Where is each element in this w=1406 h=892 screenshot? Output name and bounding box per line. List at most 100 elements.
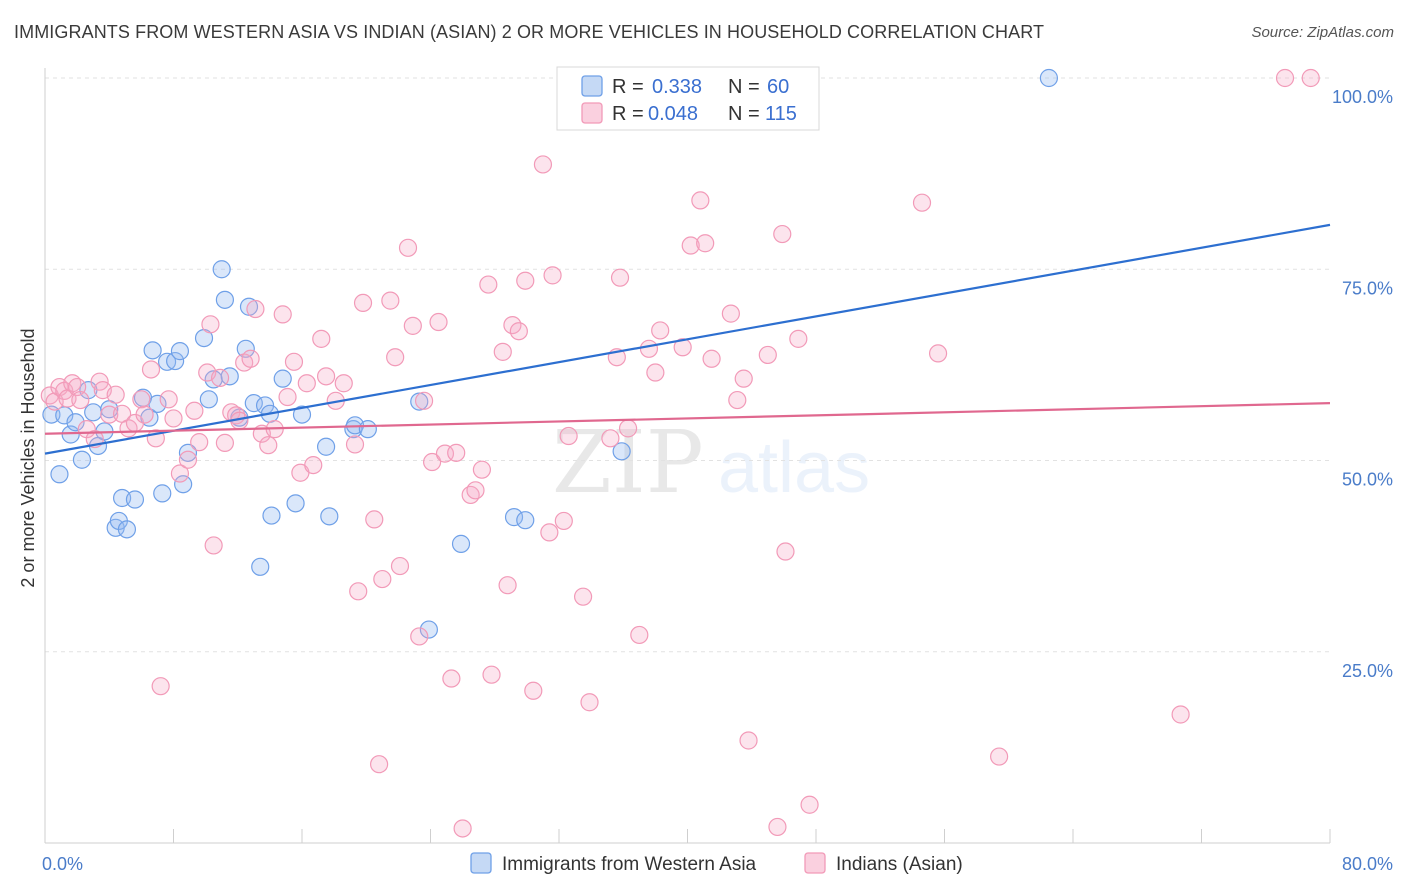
point-indian-114: [990, 747, 1009, 766]
point-indian-108: [773, 224, 792, 244]
point-indian-57: [373, 569, 392, 589]
point-western-asia-36: [251, 557, 270, 576]
y-tick-label: 25.0%: [1342, 661, 1393, 681]
point-indian-21: [151, 677, 170, 696]
point-indian-62: [403, 316, 422, 335]
point-western-asia-30: [215, 290, 234, 309]
point-indian-48: [312, 329, 331, 348]
point-indian-101: [702, 349, 721, 368]
point-indian-32: [215, 433, 234, 453]
stats-legend: R = 0.338 N = 60 R = 0.048 N = 115: [556, 66, 820, 131]
point-indian-51: [334, 374, 353, 393]
point-indian-107: [768, 817, 787, 837]
point-western-asia-42: [292, 405, 312, 424]
series-legend: Immigrants from Western Asia Indians (As…: [470, 852, 963, 875]
point-indian-79: [509, 322, 528, 341]
trend-lines: [44, 223, 1331, 455]
point-indian-66: [429, 312, 448, 332]
point-indian-53: [349, 582, 368, 601]
point-indian-104: [734, 369, 753, 388]
point-western-asia-15: [125, 490, 145, 509]
point-indian-77: [498, 576, 517, 595]
point-western-asia-25: [178, 443, 198, 462]
point-indian-92: [618, 419, 638, 438]
point-indian-88: [580, 693, 599, 712]
point-indian-80: [516, 271, 535, 290]
point-indian-58: [381, 291, 400, 310]
point-indian-76: [493, 342, 512, 361]
point-indian-17: [132, 390, 151, 409]
legend-n-value-blue: 60: [767, 76, 789, 98]
legend-r-value-pink: 0.048: [648, 103, 698, 125]
point-indian-7: [71, 390, 90, 410]
point-indian-75: [482, 665, 501, 684]
point-indian-46: [297, 374, 316, 393]
point-indian-87: [573, 587, 593, 606]
point-indian-13: [106, 385, 125, 404]
point-indian-113: [928, 344, 948, 363]
point-indian-54: [353, 293, 373, 313]
point-indian-23: [164, 409, 183, 428]
point-indian-89: [601, 429, 620, 448]
point-western-asia-23: [170, 342, 190, 361]
point-indian-44: [284, 352, 304, 371]
point-western-asia-7: [84, 403, 103, 422]
point-indian-29: [201, 315, 220, 334]
chart-title: IMMIGRANTS FROM WESTERN ASIA VS INDIAN (…: [14, 22, 1045, 42]
point-indian-95: [646, 363, 665, 382]
series-indians-asian: [40, 68, 1320, 838]
point-indian-81: [524, 681, 543, 700]
point-western-asia-27: [199, 390, 218, 409]
y-tick-labels: 25.0% 50.0% 75.0% 100.0%: [1332, 87, 1393, 681]
legend-n-label-blue: N =: [728, 76, 760, 98]
point-indian-115: [1171, 705, 1190, 724]
x-tick-label-min: 0.0%: [42, 854, 83, 874]
point-indian-30: [204, 536, 223, 555]
point-indian-94: [639, 339, 659, 358]
point-western-asia-18: [143, 341, 162, 360]
point-indian-65: [423, 452, 442, 472]
y-tick-label: 100.0%: [1332, 87, 1393, 107]
point-western-asia-41: [286, 494, 305, 513]
point-western-asia-51: [504, 508, 524, 527]
legend-n-value-pink: 115: [765, 103, 797, 125]
legend-r-value-blue: 0.338: [652, 76, 702, 98]
point-western-asia-40: [273, 369, 292, 388]
point-indian-91: [610, 268, 630, 287]
point-indian-99: [691, 191, 710, 210]
point-indian-86: [559, 426, 578, 446]
point-western-asia-47: [358, 420, 377, 439]
point-indian-27: [190, 433, 209, 452]
point-indian-112: [912, 193, 932, 212]
point-indian-12: [100, 405, 119, 424]
point-western-asia-33: [236, 339, 255, 358]
point-western-asia-1: [50, 465, 69, 484]
point-indian-105: [739, 731, 758, 750]
source-credit: Source: ZipAtlas.com: [1251, 24, 1394, 41]
point-western-asia-53: [612, 442, 631, 461]
point-indian-74: [479, 275, 498, 294]
point-indian-103: [728, 390, 747, 410]
point-western-asia-49: [419, 620, 438, 639]
point-indian-31: [210, 368, 230, 387]
point-western-asia-29: [212, 260, 231, 279]
point-indian-68: [442, 669, 461, 688]
legend-n-label-pink: N =: [728, 103, 760, 125]
point-indian-116: [1275, 68, 1295, 88]
point-indian-83: [540, 523, 559, 542]
watermark-atlas: atlas: [718, 428, 870, 508]
y-axis-title: 2 or more Vehicles in Household: [18, 328, 38, 587]
bottom-legend-swatch-blue: [470, 852, 492, 874]
watermark: ZIP atlas: [552, 413, 870, 513]
point-indian-43: [278, 387, 297, 407]
bottom-legend-label-blue: Immigrants from Western Asia: [502, 854, 757, 875]
point-indian-63: [410, 627, 429, 646]
point-indian-96: [651, 321, 670, 340]
x-tick-labels: 0.0% 80.0%: [42, 854, 1393, 874]
point-indian-110: [789, 329, 808, 348]
point-western-asia-24: [174, 475, 193, 494]
point-indian-109: [776, 542, 795, 561]
point-indian-97: [673, 338, 692, 357]
legend-r-label-pink: R =: [612, 103, 644, 125]
